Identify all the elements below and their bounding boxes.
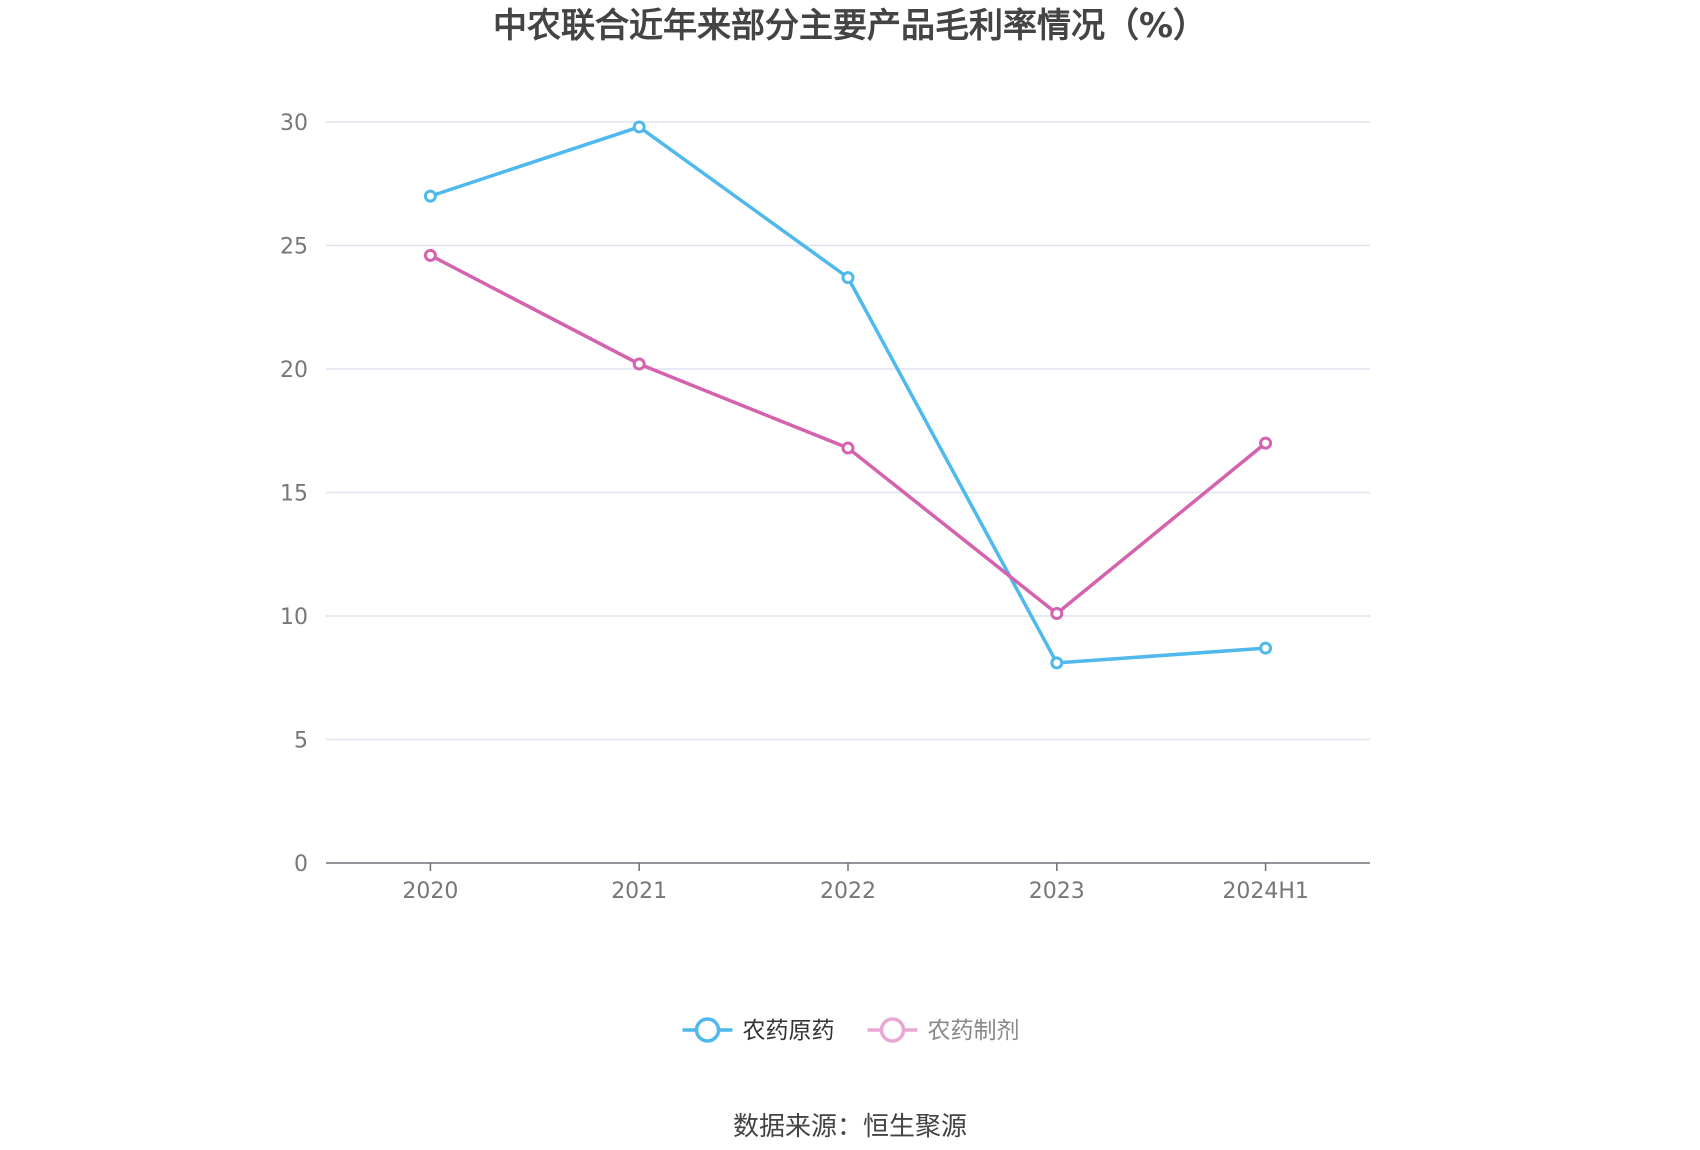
source-note: 数据来源：恒生聚源 — [733, 1112, 967, 1142]
grid — [326, 121, 1370, 741]
data-point[interactable] — [423, 248, 437, 262]
x-tick-label: 2024H1 — [1222, 879, 1309, 904]
series-line-0 — [428, 125, 1268, 665]
y-tick-label: 5 — [294, 729, 308, 754]
data-point[interactable] — [423, 189, 437, 203]
data-point[interactable] — [841, 441, 855, 455]
x-tick-label: 2023 — [1029, 879, 1085, 904]
legend-swatch-marker — [694, 1017, 721, 1043]
x-tick-label: 2022 — [820, 879, 876, 904]
x-tick-label: 2020 — [402, 879, 458, 904]
data-point[interactable] — [632, 120, 646, 134]
data-point[interactable] — [1259, 641, 1273, 655]
legend-label: 农药原药 — [743, 1018, 835, 1044]
x-tick-label: 2021 — [611, 879, 667, 904]
legend: 农药原药 农药制剂 — [682, 1017, 1020, 1044]
series-layer — [423, 120, 1273, 670]
legend-swatch-marker — [879, 1017, 906, 1043]
data-point[interactable] — [632, 357, 646, 371]
chart-title: 中农联合近年来部分主要产品毛利率情况（%） — [493, 6, 1207, 46]
data-point[interactable] — [1050, 656, 1064, 670]
x-axis: 2020 2021 2022 2023 2024H1 — [326, 862, 1370, 904]
y-tick-label: 10 — [280, 605, 308, 630]
y-tick-label: 25 — [280, 235, 308, 260]
data-point[interactable] — [841, 271, 855, 285]
data-point[interactable] — [1259, 436, 1273, 450]
y-axis: 0 5 10 15 20 25 30 — [280, 111, 308, 877]
legend-label: 农药制剂 — [928, 1018, 1020, 1044]
series-line-1 — [428, 253, 1268, 616]
y-tick-label: 15 — [280, 482, 308, 507]
legend-item-1[interactable]: 农药制剂 — [867, 1017, 1020, 1044]
y-tick-label: 30 — [280, 111, 308, 136]
y-tick-label: 0 — [294, 852, 308, 877]
y-tick-label: 20 — [280, 358, 308, 383]
data-point[interactable] — [1050, 607, 1064, 621]
legend-item-0[interactable]: 农药原药 — [682, 1017, 835, 1044]
